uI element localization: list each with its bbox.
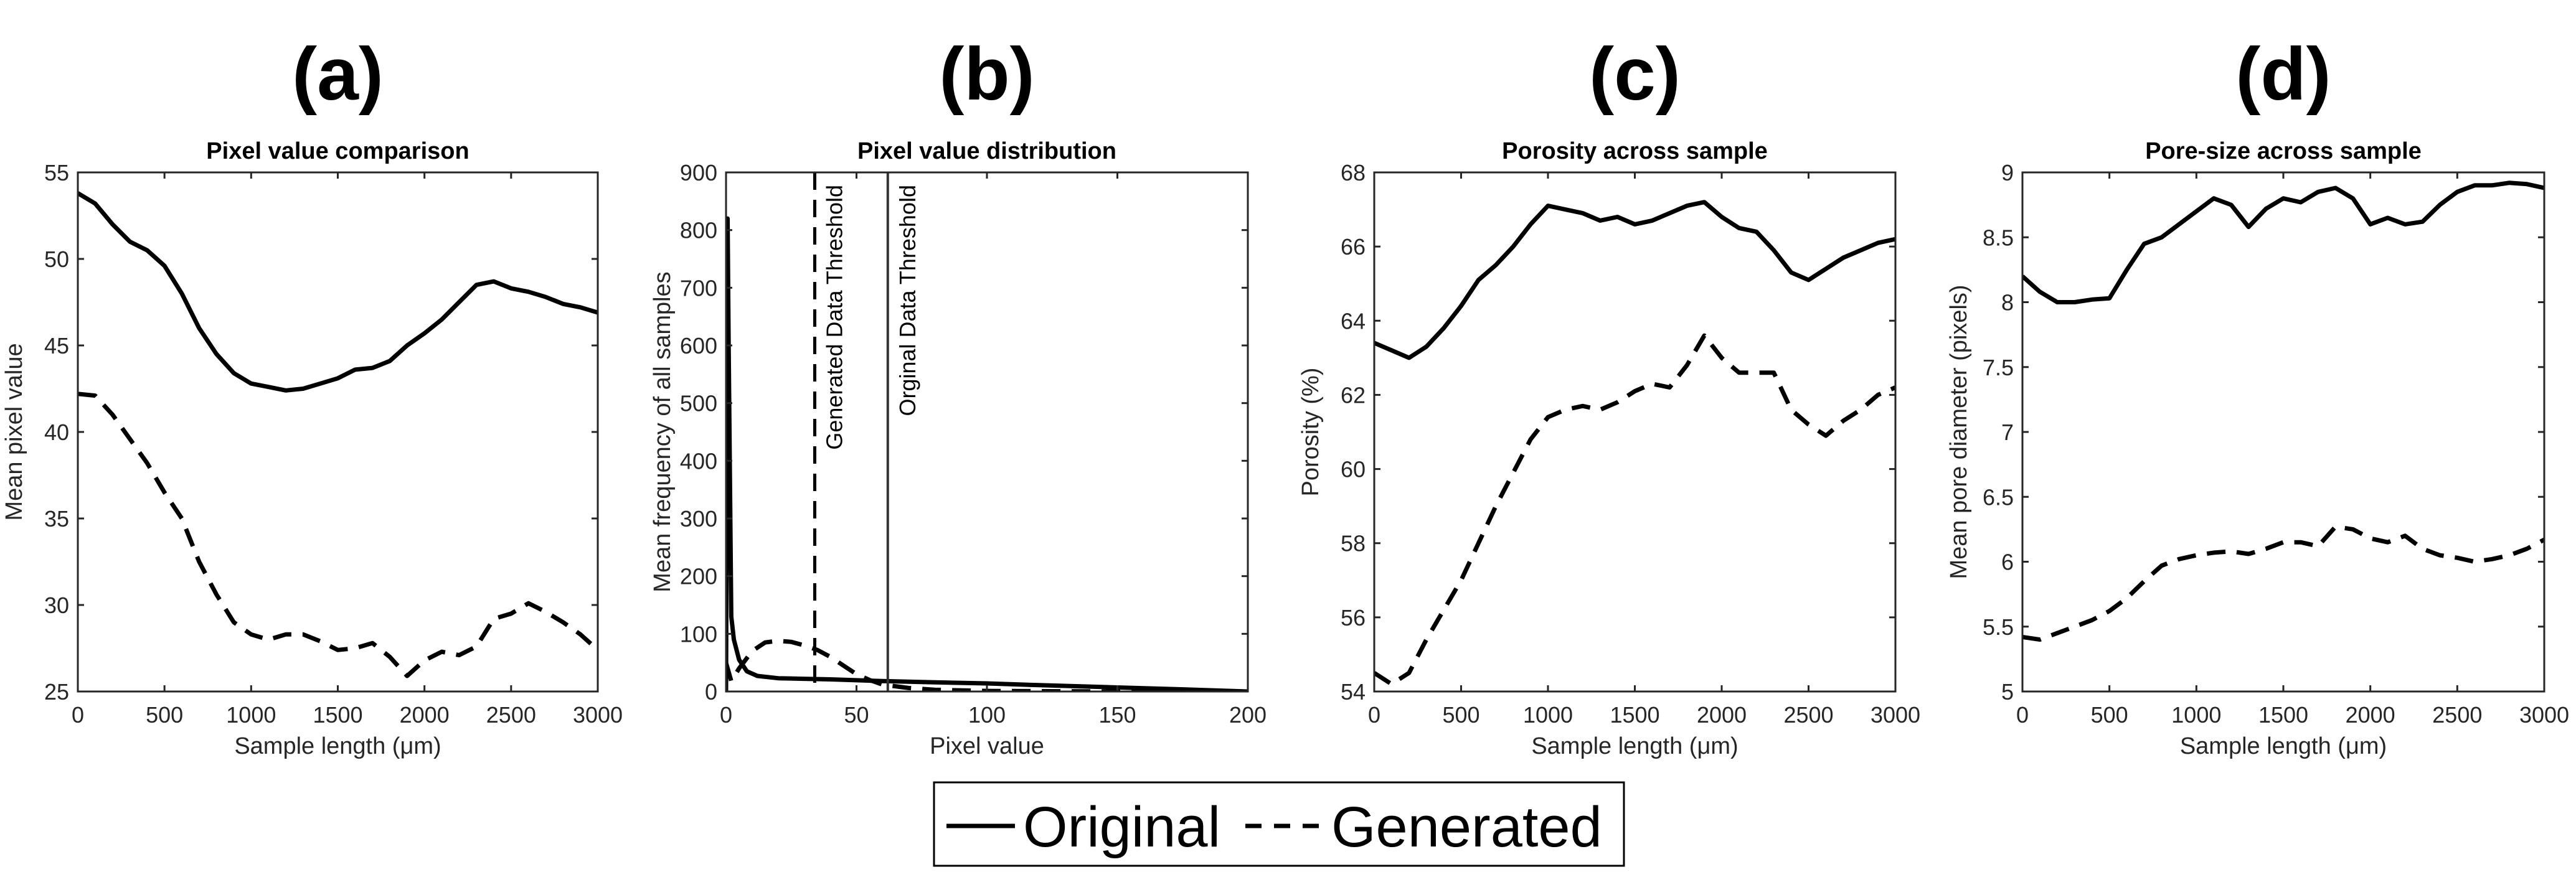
y-tick-label: 68 (1341, 160, 1366, 185)
y-axis-label: Mean pixel value (1, 343, 27, 520)
x-tick-label: 2000 (1697, 702, 1747, 728)
panel-c: (c) Porosity across sample 0 500 1000 1500 200… (1298, 32, 1920, 759)
x-tick-label: 3000 (1871, 702, 1920, 728)
panel-letter: (d) (2235, 32, 2331, 116)
y-tick-label: 5 (2001, 679, 2014, 705)
legend-label-generated: Generated (1331, 795, 1602, 859)
x-tick-label: 2000 (400, 702, 450, 728)
x-tick-label: 2500 (486, 702, 536, 728)
threshold-label: Generated Data Threshold (821, 185, 847, 450)
y-tick-label: 45 (44, 333, 69, 359)
x-axis-label: Pixel value (930, 733, 1044, 759)
x-axis-label: Sample length (μm) (2180, 733, 2387, 759)
chart-title: Porosity across sample (1502, 138, 1768, 164)
axes-frame (77, 171, 599, 693)
y-tick-label: 100 (680, 621, 717, 647)
y-tick-label: 8.5 (1983, 225, 2014, 250)
y-axis-label: Porosity (%) (1298, 368, 1324, 497)
y-tick-label: 9 (2001, 160, 2014, 185)
series-line-generated (726, 639, 1248, 692)
series-line-original (78, 191, 598, 393)
panel-a: (a) Pixel value comparison 0 500 1000 1500 200… (1, 32, 623, 759)
x-tick-label: 500 (2091, 702, 2128, 728)
y-tick-label: 800 (680, 218, 717, 243)
y-tick-label: 40 (44, 420, 69, 445)
y-tick-label: 62 (1341, 382, 1366, 408)
y-tick-label: 50 (44, 246, 69, 272)
x-tick-label: 1000 (1523, 702, 1573, 728)
y-tick-label: 60 (1341, 457, 1366, 482)
y-tick-label: 66 (1341, 234, 1366, 260)
y-tick-label: 0 (705, 679, 717, 705)
y-axis-label: Mean pore diameter (pixels) (1946, 284, 1972, 579)
y-tick-label: 700 (680, 275, 717, 301)
chart-title: Pixel value comparison (206, 138, 469, 164)
series-line-original (1374, 200, 1895, 360)
x-tick-label: 150 (1098, 702, 1136, 728)
x-tick-label: 500 (1442, 702, 1479, 728)
threshold-label: Orginal Data Threshold (895, 185, 920, 416)
x-tick-label: 1000 (226, 702, 276, 728)
x-tick-label: 1500 (2258, 702, 2308, 728)
y-tick-label: 900 (680, 160, 717, 185)
x-tick-label: 1000 (2171, 702, 2221, 728)
y-tick-label: 500 (680, 391, 717, 416)
x-tick-label: 500 (146, 702, 183, 728)
x-axis-label: Sample length (μm) (1531, 733, 1738, 759)
series-line-generated (78, 391, 598, 678)
x-tick-label: 0 (720, 702, 732, 728)
x-tick-label: 1500 (313, 702, 362, 728)
series-line-original (726, 216, 1248, 692)
y-tick-label: 54 (1341, 679, 1366, 705)
legend: Original Generated (933, 781, 1625, 867)
x-axis-label: Sample length (μm) (234, 733, 441, 759)
axes-frame (725, 171, 1249, 693)
chart-title: Pixel value distribution (857, 138, 1116, 164)
x-tick-label: 2500 (1783, 702, 1833, 728)
x-tick-label: 3000 (2519, 702, 2569, 728)
y-tick-label: 35 (44, 506, 69, 532)
y-axis-label: Mean frequency of all samples (649, 271, 676, 592)
y-tick-label: 8 (2001, 290, 2014, 316)
y-tick-label: 30 (44, 593, 69, 618)
x-tick-label: 3000 (573, 702, 623, 728)
axes-frame (1373, 171, 1897, 693)
x-tick-label: 2500 (2432, 702, 2482, 728)
y-tick-label: 6 (2001, 550, 2014, 575)
y-tick-label: 7 (2001, 420, 2014, 445)
x-tick-label: 200 (1229, 702, 1267, 728)
axes-frame (2021, 171, 2545, 693)
y-tick-label: 600 (680, 333, 717, 359)
y-tick-label: 400 (680, 448, 717, 474)
x-tick-label: 2000 (2346, 702, 2395, 728)
panel-b: (b) Pixel value distribution Generated Dat… (649, 32, 1267, 759)
y-tick-label: 200 (680, 564, 717, 589)
y-tick-label: 64 (1341, 308, 1366, 334)
panel-letter: (a) (292, 32, 384, 116)
y-tick-label: 25 (44, 679, 69, 705)
y-tick-label: 7.5 (1983, 355, 2014, 380)
chart-title: Pore-size across sample (2145, 138, 2422, 164)
y-tick-label: 5.5 (1983, 614, 2014, 640)
y-tick-label: 56 (1341, 605, 1366, 631)
panel-letter: (c) (1589, 32, 1681, 116)
y-tick-label: 300 (680, 506, 717, 532)
y-tick-label: 55 (44, 160, 69, 185)
x-tick-label: 0 (1368, 702, 1380, 728)
panel-letter: (b) (939, 32, 1034, 116)
y-tick-label: 58 (1341, 531, 1366, 556)
x-tick-label: 0 (2016, 702, 2029, 728)
series-line-generated (2022, 524, 2544, 642)
x-tick-label: 50 (844, 702, 869, 728)
x-tick-label: 1500 (1610, 702, 1659, 728)
y-tick-label: 6.5 (1983, 484, 2014, 510)
x-tick-label: 0 (72, 702, 84, 728)
series-line-original (2022, 180, 2544, 304)
legend-label-original: Original (1023, 795, 1220, 859)
x-tick-label: 100 (968, 702, 1006, 728)
series-line-generated (1374, 333, 1895, 687)
panel-d: (d) Pore-size across sample 0 500 1000 1500 20… (1946, 32, 2569, 759)
